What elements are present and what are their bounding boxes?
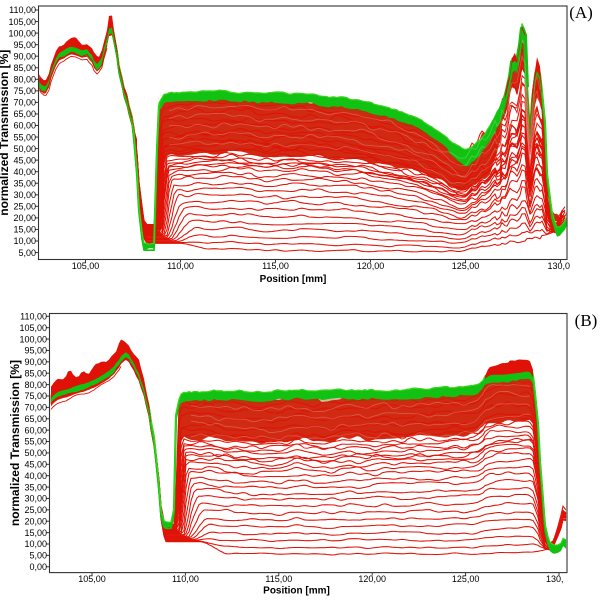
svg-text:85,00: 85,00 [24,368,47,378]
svg-text:130,: 130, [546,574,564,584]
svg-text:35,00: 35,00 [13,178,36,188]
svg-text:45,00: 45,00 [13,155,36,165]
svg-text:40,00: 40,00 [13,167,36,177]
svg-text:25,00: 25,00 [13,202,36,212]
svg-text:115,00: 115,00 [262,261,289,271]
svg-text:30,00: 30,00 [24,494,47,504]
svg-text:80,00: 80,00 [13,75,36,85]
svg-text:20,00: 20,00 [24,516,47,526]
svg-text:80,00: 80,00 [24,380,47,390]
svg-text:5,00: 5,00 [29,551,47,561]
svg-text:60,00: 60,00 [24,425,47,435]
svg-text:70,00: 70,00 [13,98,36,108]
svg-text:10,00: 10,00 [24,539,47,549]
svg-text:130,0: 130,0 [548,261,571,271]
svg-text:40,00: 40,00 [24,471,47,481]
svg-text:20,00: 20,00 [13,213,36,223]
svg-text:10,00: 10,00 [13,236,36,246]
svg-text:105,00: 105,00 [19,323,47,333]
svg-text:100,00: 100,00 [8,28,36,38]
svg-text:55,00: 55,00 [13,132,36,142]
svg-text:110,00: 110,00 [9,5,36,15]
svg-text:Position [mm]: Position [mm] [263,586,330,597]
svg-text:0,00: 0,00 [29,562,47,572]
svg-text:110,00: 110,00 [167,261,194,271]
svg-text:105,00: 105,00 [8,17,36,27]
svg-text:95,00: 95,00 [24,346,47,356]
svg-text:100,00: 100,00 [19,334,47,344]
svg-text:85,00: 85,00 [13,63,36,73]
svg-text:105,00: 105,00 [72,261,100,271]
svg-text:95,00: 95,00 [13,40,36,50]
svg-text:110,00: 110,00 [172,574,199,584]
svg-text:75,00: 75,00 [24,391,47,401]
svg-text:110,00: 110,00 [20,312,47,322]
svg-text:75,00: 75,00 [13,86,36,96]
svg-text:115,00: 115,00 [265,574,292,584]
svg-text:50,00: 50,00 [13,144,36,154]
svg-text:Position [mm]: Position [mm] [260,274,327,285]
svg-text:15,00: 15,00 [24,528,47,538]
svg-text:90,00: 90,00 [13,51,36,61]
svg-text:70,00: 70,00 [24,403,47,413]
svg-text:125,00: 125,00 [452,261,480,271]
svg-text:65,00: 65,00 [13,109,36,119]
svg-text:90,00: 90,00 [24,357,47,367]
svg-text:65,00: 65,00 [24,414,47,424]
svg-text:125,00: 125,00 [452,574,480,584]
svg-text:50,00: 50,00 [24,448,47,458]
svg-text:normalized Transmission [%]: normalized Transmission [%] [0,50,11,216]
svg-text:5,00: 5,00 [18,248,36,258]
svg-text:120,00: 120,00 [357,261,385,271]
svg-text:60,00: 60,00 [13,121,36,131]
svg-text:55,00: 55,00 [24,437,47,447]
svg-text:30,00: 30,00 [13,190,36,200]
svg-text:120,00: 120,00 [358,574,386,584]
svg-text:(B): (B) [575,311,598,330]
svg-text:45,00: 45,00 [24,460,47,470]
svg-text:(A): (A) [569,3,593,22]
svg-text:25,00: 25,00 [24,505,47,515]
svg-text:15,00: 15,00 [13,225,36,235]
svg-text:105,00: 105,00 [78,574,106,584]
svg-text:35,00: 35,00 [24,482,47,492]
svg-text:normalized Transmission [%]: normalized Transmission [%] [8,360,22,526]
